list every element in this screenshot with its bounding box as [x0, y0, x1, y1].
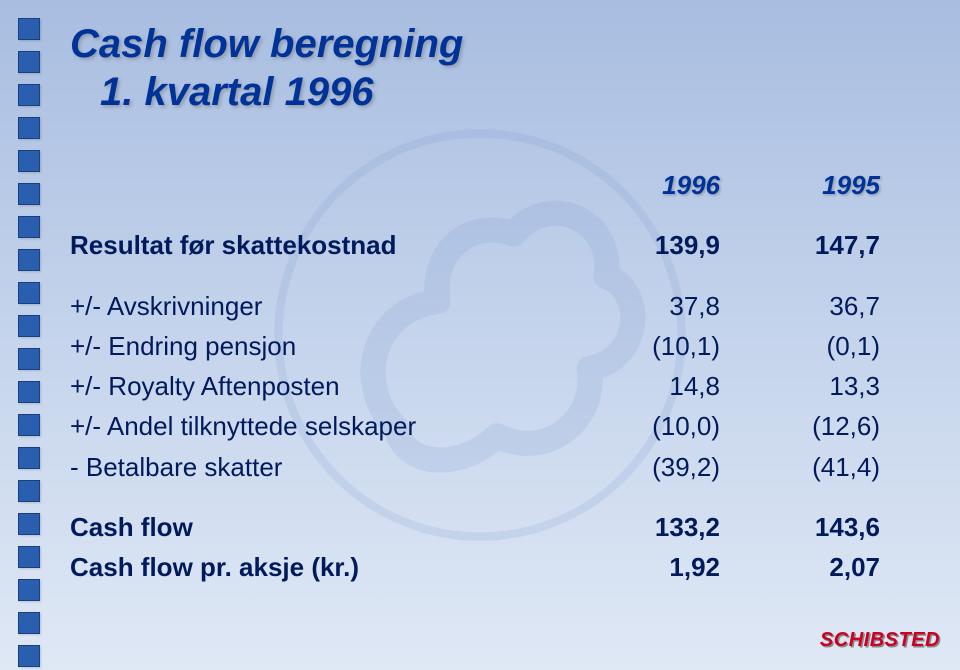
- bullet: [18, 645, 40, 667]
- table-row: +/- Endring pensjon(10,1)(0,1): [70, 326, 890, 366]
- bullet: [18, 117, 40, 139]
- bullet: [18, 381, 40, 403]
- row-label: - Betalbare skatter: [70, 447, 550, 487]
- bullet: [18, 513, 40, 535]
- row-label: Cash flow pr. aksje (kr.): [70, 547, 550, 587]
- bullet: [18, 414, 40, 436]
- bullet: [18, 18, 40, 40]
- bullet-column: [18, 18, 40, 667]
- column-headers: 1996 1995: [70, 165, 890, 205]
- row-value-1: 133,2: [550, 507, 720, 547]
- bullet: [18, 315, 40, 337]
- bullet: [18, 249, 40, 271]
- table-row: Cash flow133,2143,6: [70, 507, 890, 547]
- bullet: [18, 348, 40, 370]
- row-label: +/- Royalty Aftenposten: [70, 366, 550, 406]
- row-value-2: 13,3: [720, 366, 880, 406]
- bullet: [18, 480, 40, 502]
- table-row: Cash flow pr. aksje (kr.)1,922,07: [70, 547, 890, 587]
- row-value-2: 2,07: [720, 547, 880, 587]
- table-row: Resultat før skattekostnad139,9147,7: [70, 225, 890, 265]
- row-value-2: 147,7: [720, 225, 880, 265]
- bullet: [18, 150, 40, 172]
- bullet: [18, 612, 40, 634]
- bullet: [18, 282, 40, 304]
- bullet: [18, 51, 40, 73]
- table-row: +/- Royalty Aftenposten14,813,3: [70, 366, 890, 406]
- cashflow-table: 1996 1995 Resultat før skattekostnad139,…: [70, 165, 890, 588]
- bullet: [18, 84, 40, 106]
- row-label: Cash flow: [70, 507, 550, 547]
- bullet: [18, 216, 40, 238]
- slide-title: Cash flow beregning 1. kvartal 1996: [70, 20, 463, 116]
- table-row: +/- Andel tilknyttede selskaper(10,0)(12…: [70, 406, 890, 446]
- bullet: [18, 546, 40, 568]
- brand-label: SCHIBSTED: [820, 629, 940, 652]
- row-label: +/- Endring pensjon: [70, 326, 550, 366]
- row-label: +/- Avskrivninger: [70, 286, 550, 326]
- header-year-2: 1995: [720, 165, 880, 205]
- row-label: +/- Andel tilknyttede selskaper: [70, 406, 550, 446]
- row-value-1: (39,2): [550, 447, 720, 487]
- row-value-1: (10,0): [550, 406, 720, 446]
- row-value-2: (0,1): [720, 326, 880, 366]
- row-value-1: 139,9: [550, 225, 720, 265]
- row-value-2: (41,4): [720, 447, 880, 487]
- title-line-1: Cash flow beregning: [70, 20, 463, 68]
- row-label: Resultat før skattekostnad: [70, 225, 550, 265]
- bullet: [18, 447, 40, 469]
- title-line-2: 1. kvartal 1996: [100, 68, 463, 116]
- row-value-1: 37,8: [550, 286, 720, 326]
- header-year-1: 1996: [550, 165, 720, 205]
- table-row: +/- Avskrivninger37,836,7: [70, 286, 890, 326]
- table-row: - Betalbare skatter(39,2)(41,4): [70, 447, 890, 487]
- row-value-1: 1,92: [550, 547, 720, 587]
- bullet: [18, 183, 40, 205]
- row-value-2: (12,6): [720, 406, 880, 446]
- row-value-1: 14,8: [550, 366, 720, 406]
- row-value-2: 143,6: [720, 507, 880, 547]
- row-value-1: (10,1): [550, 326, 720, 366]
- bullet: [18, 579, 40, 601]
- row-value-2: 36,7: [720, 286, 880, 326]
